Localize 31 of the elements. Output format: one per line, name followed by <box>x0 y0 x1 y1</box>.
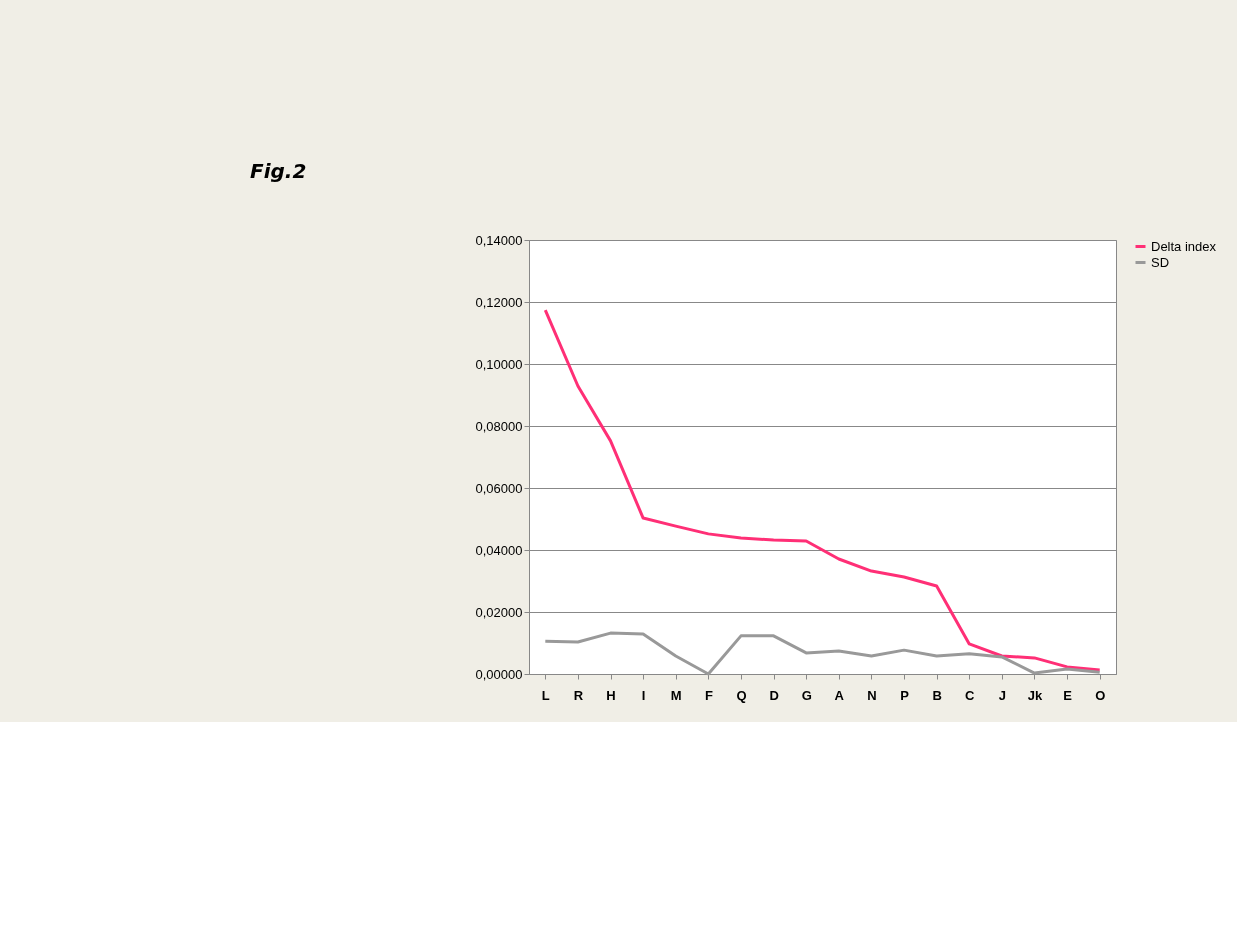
legend-label: SD <box>1151 254 1170 270</box>
x-tick-label: H <box>606 687 616 703</box>
x-tick-label: I <box>641 687 646 703</box>
x-tick-label: R <box>573 687 584 703</box>
x-tick-label: G <box>801 687 812 703</box>
x-tick-label: F <box>704 687 713 703</box>
y-tick-label: 0,10000 <box>475 356 523 372</box>
x-tick-label: E <box>1063 687 1073 703</box>
line-series <box>543 308 1102 672</box>
x-tick-label: L <box>541 687 550 703</box>
text: Fig.2 <box>250 159 307 183</box>
x-tick-label: B <box>932 687 942 703</box>
y-tick-label: 0,00000 <box>475 666 523 682</box>
x-tick-label: Jk <box>1027 687 1043 703</box>
y-tick-label: 0,12000 <box>475 294 523 310</box>
x-tick-label: N <box>867 687 877 703</box>
legend-label: Delta index <box>1151 238 1217 254</box>
x-tick-label: O <box>1095 687 1106 703</box>
y-tick-label: 0,06000 <box>475 480 523 496</box>
y-tick-label: 0,08000 <box>475 418 523 434</box>
x-tick-label: C <box>965 687 976 703</box>
x-tick-label: A <box>834 687 845 703</box>
y-tick-label: 0,14000 <box>475 232 523 248</box>
x-tick-label: D <box>769 687 779 703</box>
y-tick-label: 0,02000 <box>475 604 523 620</box>
x-tick-label: M <box>670 687 682 703</box>
line-series <box>543 631 1102 676</box>
y-tick-label: 0,04000 <box>475 542 523 558</box>
x-tick-label: J <box>998 687 1006 703</box>
x-tick-label: Q <box>736 687 747 703</box>
x-tick-label: P <box>900 687 910 703</box>
